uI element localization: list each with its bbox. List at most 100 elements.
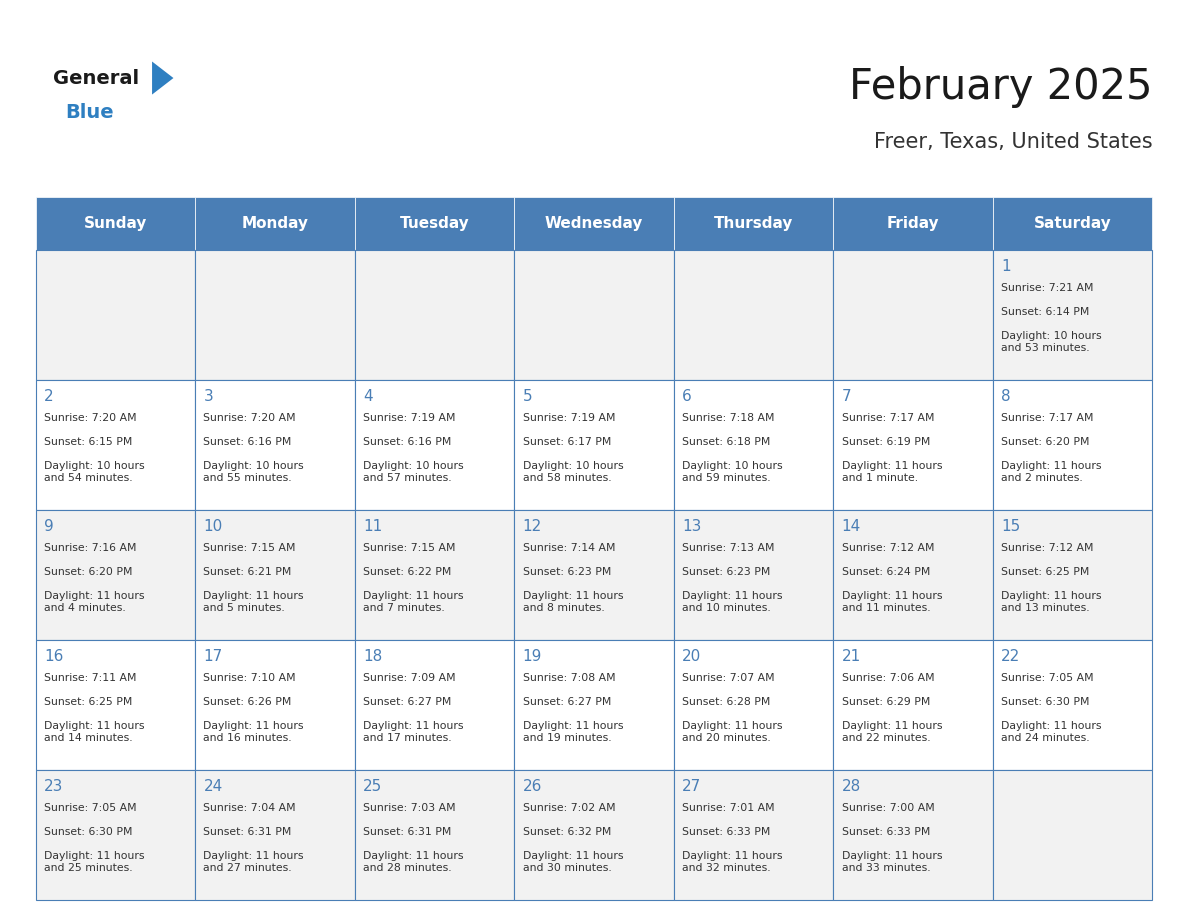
Text: Sunset: 6:15 PM: Sunset: 6:15 PM xyxy=(44,437,132,447)
Text: Sunrise: 7:19 AM: Sunrise: 7:19 AM xyxy=(523,413,615,423)
Text: 19: 19 xyxy=(523,649,542,664)
Text: Sunrise: 7:20 AM: Sunrise: 7:20 AM xyxy=(203,413,296,423)
Polygon shape xyxy=(36,769,195,900)
Text: Sunset: 6:28 PM: Sunset: 6:28 PM xyxy=(682,697,771,707)
Polygon shape xyxy=(355,250,514,380)
Text: Daylight: 11 hours
and 13 minutes.: Daylight: 11 hours and 13 minutes. xyxy=(1001,591,1101,613)
Text: Sunrise: 7:17 AM: Sunrise: 7:17 AM xyxy=(1001,413,1094,423)
Text: Sunrise: 7:19 AM: Sunrise: 7:19 AM xyxy=(364,413,455,423)
Polygon shape xyxy=(993,509,1152,640)
Text: Sunrise: 7:12 AM: Sunrise: 7:12 AM xyxy=(1001,543,1094,553)
Text: 2: 2 xyxy=(44,389,53,404)
Text: Sunrise: 7:13 AM: Sunrise: 7:13 AM xyxy=(682,543,775,553)
Polygon shape xyxy=(833,640,993,769)
Polygon shape xyxy=(355,509,514,640)
Text: Daylight: 11 hours
and 5 minutes.: Daylight: 11 hours and 5 minutes. xyxy=(203,591,304,613)
Text: Sunrise: 7:08 AM: Sunrise: 7:08 AM xyxy=(523,673,615,683)
Text: Sunset: 6:16 PM: Sunset: 6:16 PM xyxy=(364,437,451,447)
Polygon shape xyxy=(833,380,993,509)
Text: 4: 4 xyxy=(364,389,373,404)
Text: Wednesday: Wednesday xyxy=(545,216,643,231)
Text: 26: 26 xyxy=(523,778,542,794)
Text: 24: 24 xyxy=(203,778,222,794)
Text: Sunset: 6:25 PM: Sunset: 6:25 PM xyxy=(1001,567,1089,577)
Text: Sunrise: 7:05 AM: Sunrise: 7:05 AM xyxy=(1001,673,1094,683)
Text: Sunset: 6:20 PM: Sunset: 6:20 PM xyxy=(1001,437,1089,447)
Polygon shape xyxy=(355,640,514,769)
Polygon shape xyxy=(36,640,195,769)
Text: Sunset: 6:23 PM: Sunset: 6:23 PM xyxy=(682,567,771,577)
Text: Tuesday: Tuesday xyxy=(399,216,469,231)
Text: Sunrise: 7:16 AM: Sunrise: 7:16 AM xyxy=(44,543,137,553)
Text: Daylight: 11 hours
and 19 minutes.: Daylight: 11 hours and 19 minutes. xyxy=(523,721,623,744)
Text: Daylight: 11 hours
and 8 minutes.: Daylight: 11 hours and 8 minutes. xyxy=(523,591,623,613)
Text: Sunset: 6:32 PM: Sunset: 6:32 PM xyxy=(523,827,611,837)
Text: Daylight: 11 hours
and 4 minutes.: Daylight: 11 hours and 4 minutes. xyxy=(44,591,145,613)
Text: Sunset: 6:31 PM: Sunset: 6:31 PM xyxy=(364,827,451,837)
Text: Sunset: 6:30 PM: Sunset: 6:30 PM xyxy=(44,827,132,837)
Text: Daylight: 10 hours
and 53 minutes.: Daylight: 10 hours and 53 minutes. xyxy=(1001,331,1101,353)
Text: Sunset: 6:29 PM: Sunset: 6:29 PM xyxy=(841,697,930,707)
Polygon shape xyxy=(36,380,195,509)
Text: Sunset: 6:20 PM: Sunset: 6:20 PM xyxy=(44,567,132,577)
Text: 12: 12 xyxy=(523,519,542,534)
Text: Sunrise: 7:06 AM: Sunrise: 7:06 AM xyxy=(841,673,934,683)
Polygon shape xyxy=(355,197,514,250)
Text: 23: 23 xyxy=(44,778,63,794)
Polygon shape xyxy=(514,197,674,250)
Polygon shape xyxy=(195,197,355,250)
Text: Sunrise: 7:20 AM: Sunrise: 7:20 AM xyxy=(44,413,137,423)
Text: Sunset: 6:18 PM: Sunset: 6:18 PM xyxy=(682,437,771,447)
Polygon shape xyxy=(674,380,833,509)
Polygon shape xyxy=(195,769,355,900)
Text: Sunrise: 7:00 AM: Sunrise: 7:00 AM xyxy=(841,803,935,812)
Text: Sunset: 6:33 PM: Sunset: 6:33 PM xyxy=(841,827,930,837)
Text: Sunset: 6:27 PM: Sunset: 6:27 PM xyxy=(523,697,611,707)
Text: Sunrise: 7:04 AM: Sunrise: 7:04 AM xyxy=(203,803,296,812)
Text: Daylight: 11 hours
and 30 minutes.: Daylight: 11 hours and 30 minutes. xyxy=(523,851,623,873)
Polygon shape xyxy=(195,380,355,509)
Polygon shape xyxy=(514,509,674,640)
Text: Daylight: 11 hours
and 22 minutes.: Daylight: 11 hours and 22 minutes. xyxy=(841,721,942,744)
Text: 3: 3 xyxy=(203,389,213,404)
Polygon shape xyxy=(36,197,195,250)
Text: Freer, Texas, United States: Freer, Texas, United States xyxy=(873,132,1152,152)
Text: Daylight: 11 hours
and 27 minutes.: Daylight: 11 hours and 27 minutes. xyxy=(203,851,304,873)
Text: Monday: Monday xyxy=(241,216,309,231)
Polygon shape xyxy=(833,197,993,250)
Text: Sunrise: 7:21 AM: Sunrise: 7:21 AM xyxy=(1001,283,1094,293)
Text: Daylight: 11 hours
and 16 minutes.: Daylight: 11 hours and 16 minutes. xyxy=(203,721,304,744)
Polygon shape xyxy=(514,250,674,380)
Polygon shape xyxy=(674,769,833,900)
Polygon shape xyxy=(195,640,355,769)
Polygon shape xyxy=(355,380,514,509)
Polygon shape xyxy=(355,769,514,900)
Text: Blue: Blue xyxy=(65,104,114,122)
Text: Daylight: 11 hours
and 24 minutes.: Daylight: 11 hours and 24 minutes. xyxy=(1001,721,1101,744)
Polygon shape xyxy=(514,769,674,900)
Text: Thursday: Thursday xyxy=(714,216,794,231)
Polygon shape xyxy=(833,769,993,900)
Polygon shape xyxy=(674,250,833,380)
Text: 27: 27 xyxy=(682,778,701,794)
Text: Daylight: 11 hours
and 10 minutes.: Daylight: 11 hours and 10 minutes. xyxy=(682,591,783,613)
Text: Sunset: 6:24 PM: Sunset: 6:24 PM xyxy=(841,567,930,577)
Text: Sunset: 6:17 PM: Sunset: 6:17 PM xyxy=(523,437,611,447)
Polygon shape xyxy=(514,380,674,509)
Text: Daylight: 11 hours
and 1 minute.: Daylight: 11 hours and 1 minute. xyxy=(841,461,942,484)
Text: Daylight: 11 hours
and 28 minutes.: Daylight: 11 hours and 28 minutes. xyxy=(364,851,463,873)
Polygon shape xyxy=(993,640,1152,769)
Text: Friday: Friday xyxy=(886,216,940,231)
Text: 10: 10 xyxy=(203,519,222,534)
Text: Sunset: 6:30 PM: Sunset: 6:30 PM xyxy=(1001,697,1089,707)
Polygon shape xyxy=(833,509,993,640)
Text: Daylight: 11 hours
and 11 minutes.: Daylight: 11 hours and 11 minutes. xyxy=(841,591,942,613)
Polygon shape xyxy=(993,197,1152,250)
Text: Daylight: 11 hours
and 25 minutes.: Daylight: 11 hours and 25 minutes. xyxy=(44,851,145,873)
Text: Sunset: 6:23 PM: Sunset: 6:23 PM xyxy=(523,567,611,577)
Text: Sunset: 6:16 PM: Sunset: 6:16 PM xyxy=(203,437,292,447)
Text: 6: 6 xyxy=(682,389,691,404)
Polygon shape xyxy=(674,509,833,640)
Text: General: General xyxy=(53,69,139,87)
Text: Sunrise: 7:05 AM: Sunrise: 7:05 AM xyxy=(44,803,137,812)
